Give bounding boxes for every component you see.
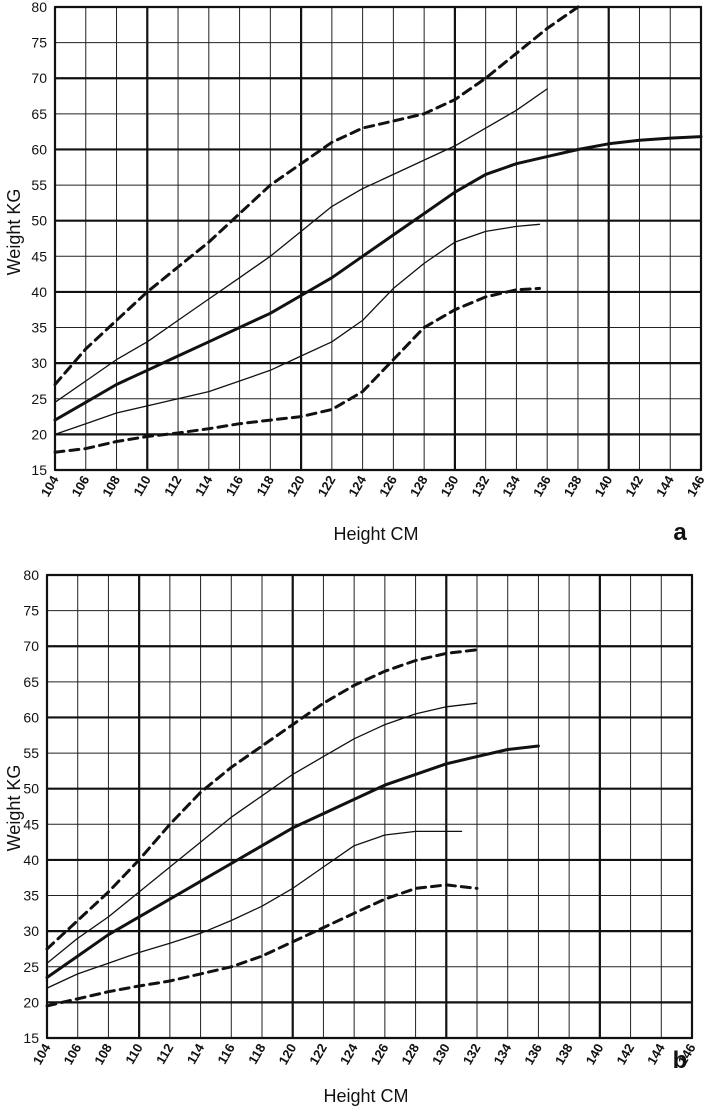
chart-a-y-tick-label: 15 [31,462,47,478]
chart-a-y-tick-label: 25 [31,391,47,407]
chart-b-plot-frame [46,574,693,1039]
chart-b-curves [45,648,540,1008]
chart-a-y-tick-label: 35 [31,320,47,336]
chart-b-y-tick-label: 50 [23,781,39,797]
chart-b-y-tick-label: 65 [23,674,39,690]
chart-a-plot-frame [54,6,702,471]
chart-a-y-tick-label: 75 [31,35,47,51]
chart-a-curve-1 [53,5,580,386]
chart-b-y-tick-label: 60 [23,709,39,725]
chart-a-y-tick-label: 30 [31,355,47,371]
chart-b-y-tick-label: 55 [23,745,39,761]
chart-b-y-axis-title: Weight KG [4,765,24,852]
chart-b-y-tick-label: 25 [23,959,39,975]
chart-b-grid [45,573,694,1040]
chart-b-y-tick-label: 70 [23,638,39,654]
chart-a-y-tick-label: 40 [31,284,47,300]
chart-a-y-tick-label: 60 [31,141,47,157]
chart-a-y-tick-label: 70 [31,70,47,86]
chart-b-y-tick-label: 20 [23,994,39,1010]
chart-b-curve-2 [46,702,478,964]
chart-a-y-tick-labels: 15 20 25 30 35 40 45 50 55 60 65 70 75 80 [31,0,47,478]
chart-a-y-tick-label: 50 [31,213,47,229]
chart-a-x-axis-title: Height CM [333,524,418,544]
chart-a-curve-2 [54,88,548,403]
chart-b-y-tick-label: 40 [23,852,39,868]
chart-panel-a: 15 20 25 30 35 40 45 50 55 60 65 70 75 80 104 106 108 11… [4,0,708,546]
chart-b-y-tick-label: 80 [23,567,39,583]
chart-a-curve-3 [53,135,703,422]
chart-b-y-tick-label: 30 [23,923,39,939]
chart-a-grid [53,5,703,472]
chart-b-y-tick-label: 15 [23,1030,39,1046]
chart-b-curve-1 [45,648,479,951]
chart-a-curves [53,5,703,454]
chart-b-x-tick-labels: 104 106 108 110 112 114 116 118 120 122 124 126 128 1… [30,1040,699,1067]
chart-b-y-tick-labels: 15 20 25 30 35 40 45 50 55 60 65 70 75 80 [23,567,39,1046]
chart-b-panel-letter: b [673,1047,688,1074]
chart-b-y-tick-label: 35 [23,888,39,904]
chart-a-y-tick-label: 45 [31,248,47,264]
chart-a-y-tick-label: 65 [31,106,47,122]
chart-b-curve-3 [45,744,540,979]
chart-b-y-tick-label: 75 [23,603,39,619]
chart-a-x-tick-labels: 104 106 108 110 112 114 116 118 120 122 124 126 128 1… [38,472,708,499]
chart-panel-b: 15 20 25 30 35 40 45 50 55 60 65 70 75 80 104 106 108 11… [4,567,699,1106]
chart-a-curve-5 [53,286,541,454]
chart-b-curve-4 [46,830,463,989]
chart-b-x-axis-title: Height CM [323,1086,408,1106]
chart-a-panel-letter: a [673,519,687,546]
chart-a-curve-4 [54,223,541,436]
chart-b-curve-5 [45,883,479,1008]
chart-a-y-axis-title: Weight KG [4,189,24,276]
chart-b-y-tick-label: 45 [23,816,39,832]
chart-a-y-tick-label: 20 [31,426,47,442]
chart-a-y-tick-label: 80 [31,0,47,15]
chart-a-y-tick-label: 55 [31,177,47,193]
